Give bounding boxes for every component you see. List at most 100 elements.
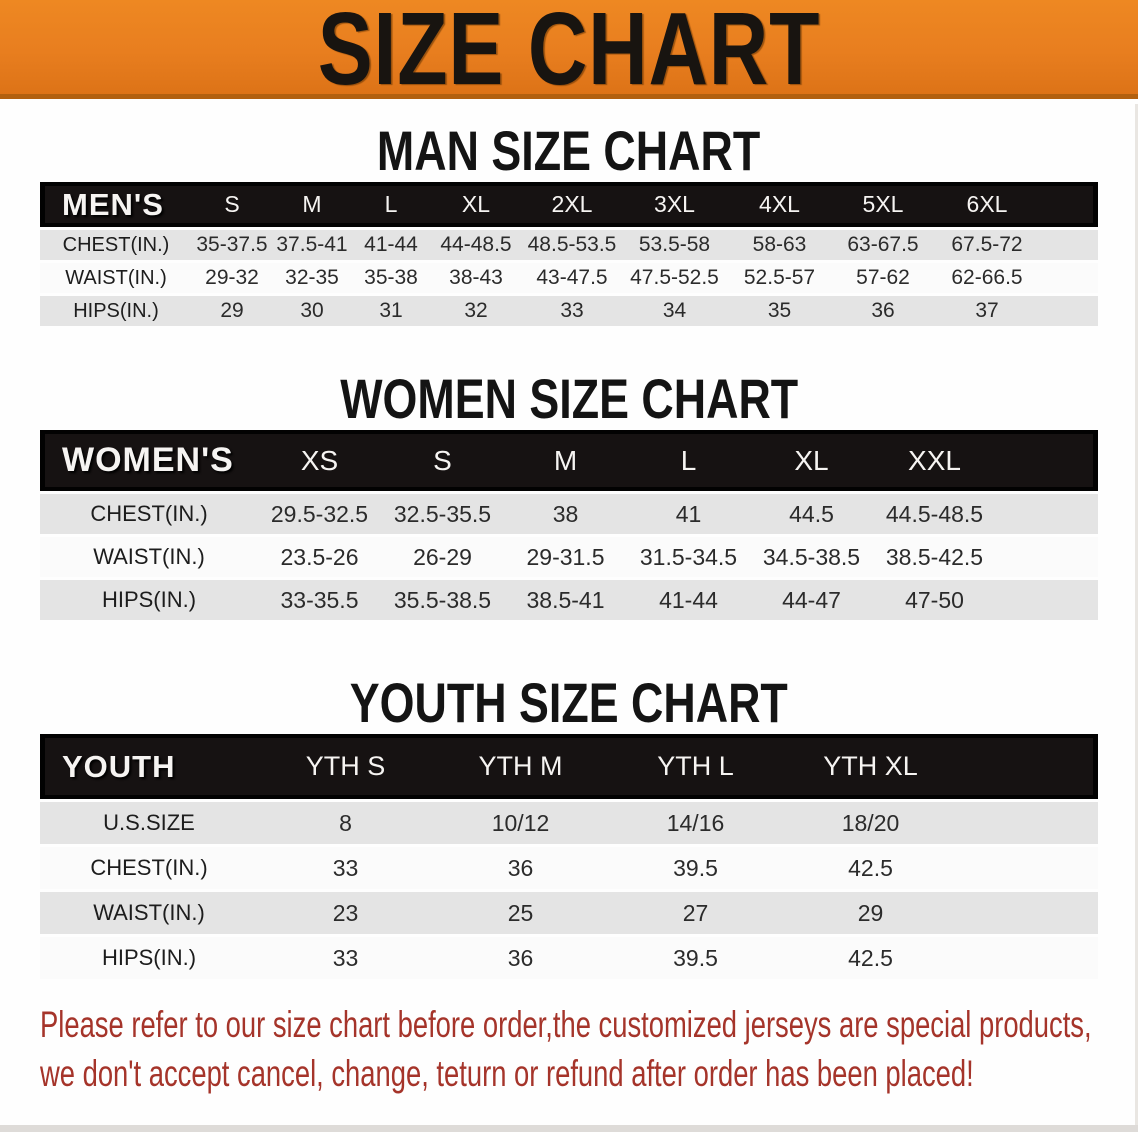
column-header: YTH S [258, 734, 433, 799]
size-value: 36 [832, 296, 934, 326]
size-value: 44-48.5 [430, 230, 522, 260]
women-waist-row: WAIST(IN.) 23.5-26 26-29 29-31.5 31.5-34… [40, 537, 1098, 577]
youth-section-title: YOUTH SIZE CHART [349, 671, 789, 734]
size-value: 44.5-48.5 [873, 494, 996, 534]
size-value: 29 [192, 296, 272, 326]
size-value: 48.5-53.5 [522, 230, 622, 260]
filler-cell [996, 537, 1098, 577]
size-value: 58-63 [727, 230, 832, 260]
disclaimer-line-1: Please refer to our size chart before or… [40, 1004, 1092, 1045]
filler-cell [958, 734, 1098, 799]
row-label: U.S.SIZE [40, 802, 258, 844]
size-value: 42.5 [783, 937, 958, 979]
size-value: 34 [622, 296, 727, 326]
row-label: CHEST(IN.) [40, 494, 258, 534]
youth-chest-row: CHEST(IN.) 33 36 39.5 42.5 [40, 847, 1098, 889]
filler-cell [996, 494, 1098, 534]
column-header: XL [750, 430, 873, 491]
size-value: 33 [522, 296, 622, 326]
filler-cell [996, 430, 1098, 491]
size-value: 29-32 [192, 263, 272, 293]
size-value: 23.5-26 [258, 537, 381, 577]
men-waist-row: WAIST(IN.) 29-32 32-35 35-38 38-43 43-47… [40, 263, 1098, 293]
column-header: YTH M [433, 734, 608, 799]
women-section-title: WOMEN SIZE CHART [340, 367, 798, 430]
men-group-label: MEN'S [40, 182, 192, 227]
filler-cell [958, 847, 1098, 889]
size-value: 38-43 [430, 263, 522, 293]
size-value: 31.5-34.5 [627, 537, 750, 577]
row-label: CHEST(IN.) [40, 847, 258, 889]
size-value: 44.5 [750, 494, 873, 534]
size-value: 42.5 [783, 847, 958, 889]
size-value: 41-44 [627, 580, 750, 620]
youth-hips-row: HIPS(IN.) 33 36 39.5 42.5 [40, 937, 1098, 979]
column-header: 3XL [622, 182, 727, 227]
column-header: YTH L [608, 734, 783, 799]
size-value: 8 [258, 802, 433, 844]
size-value: 35.5-38.5 [381, 580, 504, 620]
men-header-row: MEN'S S M L XL 2XL 3XL 4XL 5XL 6XL [40, 182, 1098, 227]
size-value: 33 [258, 937, 433, 979]
size-value: 31 [352, 296, 430, 326]
size-value: 36 [433, 937, 608, 979]
size-value: 29 [783, 892, 958, 934]
size-value: 35 [727, 296, 832, 326]
column-header: S [381, 430, 504, 491]
page-edge-bottom [0, 1125, 1138, 1132]
size-value: 39.5 [608, 937, 783, 979]
row-label: WAIST(IN.) [40, 263, 192, 293]
column-header: 2XL [522, 182, 622, 227]
youth-ussize-row: U.S.SIZE 8 10/12 14/16 18/20 [40, 802, 1098, 844]
row-label: HIPS(IN.) [40, 937, 258, 979]
size-value: 38.5-41 [504, 580, 627, 620]
column-header: S [192, 182, 272, 227]
women-header-row: WOMEN'S XS S M L XL XXL [40, 430, 1098, 491]
size-value: 32 [430, 296, 522, 326]
size-value: 32.5-35.5 [381, 494, 504, 534]
column-header: L [352, 182, 430, 227]
youth-size-table: YOUTH YTH S YTH M YTH L YTH XL U.S.SIZE … [40, 731, 1098, 982]
size-value: 29.5-32.5 [258, 494, 381, 534]
size-value: 41 [627, 494, 750, 534]
size-value: 52.5-57 [727, 263, 832, 293]
column-header: XXL [873, 430, 996, 491]
size-value: 36 [433, 847, 608, 889]
size-value: 33-35.5 [258, 580, 381, 620]
size-value: 57-62 [832, 263, 934, 293]
size-value: 29-31.5 [504, 537, 627, 577]
women-chest-row: CHEST(IN.) 29.5-32.5 32.5-35.5 38 41 44.… [40, 494, 1098, 534]
size-value: 47.5-52.5 [622, 263, 727, 293]
size-value: 67.5-72 [934, 230, 1040, 260]
size-value: 63-67.5 [832, 230, 934, 260]
youth-group-label: YOUTH [40, 734, 258, 799]
men-section-title: MAN SIZE CHART [377, 119, 761, 182]
size-value: 23 [258, 892, 433, 934]
size-value: 37 [934, 296, 1040, 326]
size-value: 27 [608, 892, 783, 934]
size-chart-banner: SIZE CHART [0, 0, 1138, 99]
disclaimer-line-2: we don't accept cancel, change, teturn o… [40, 1053, 974, 1094]
column-header: 5XL [832, 182, 934, 227]
size-value: 43-47.5 [522, 263, 622, 293]
row-label: WAIST(IN.) [40, 537, 258, 577]
size-value: 32-35 [272, 263, 352, 293]
women-group-label: WOMEN'S [40, 430, 258, 491]
row-label: WAIST(IN.) [40, 892, 258, 934]
filler-cell [1040, 263, 1098, 293]
banner-title: SIZE CHART [317, 0, 821, 99]
size-value: 44-47 [750, 580, 873, 620]
size-value: 14/16 [608, 802, 783, 844]
column-header: 4XL [727, 182, 832, 227]
youth-size-section: YOUTH SIZE CHART YOUTH YTH S YTH M YTH L… [0, 675, 1138, 982]
size-value: 35-37.5 [192, 230, 272, 260]
size-value: 39.5 [608, 847, 783, 889]
size-value: 18/20 [783, 802, 958, 844]
filler-cell [1040, 182, 1098, 227]
filler-cell [996, 580, 1098, 620]
size-value: 47-50 [873, 580, 996, 620]
row-label: CHEST(IN.) [40, 230, 192, 260]
filler-cell [1040, 230, 1098, 260]
size-value: 53.5-58 [622, 230, 727, 260]
column-header: XL [430, 182, 522, 227]
